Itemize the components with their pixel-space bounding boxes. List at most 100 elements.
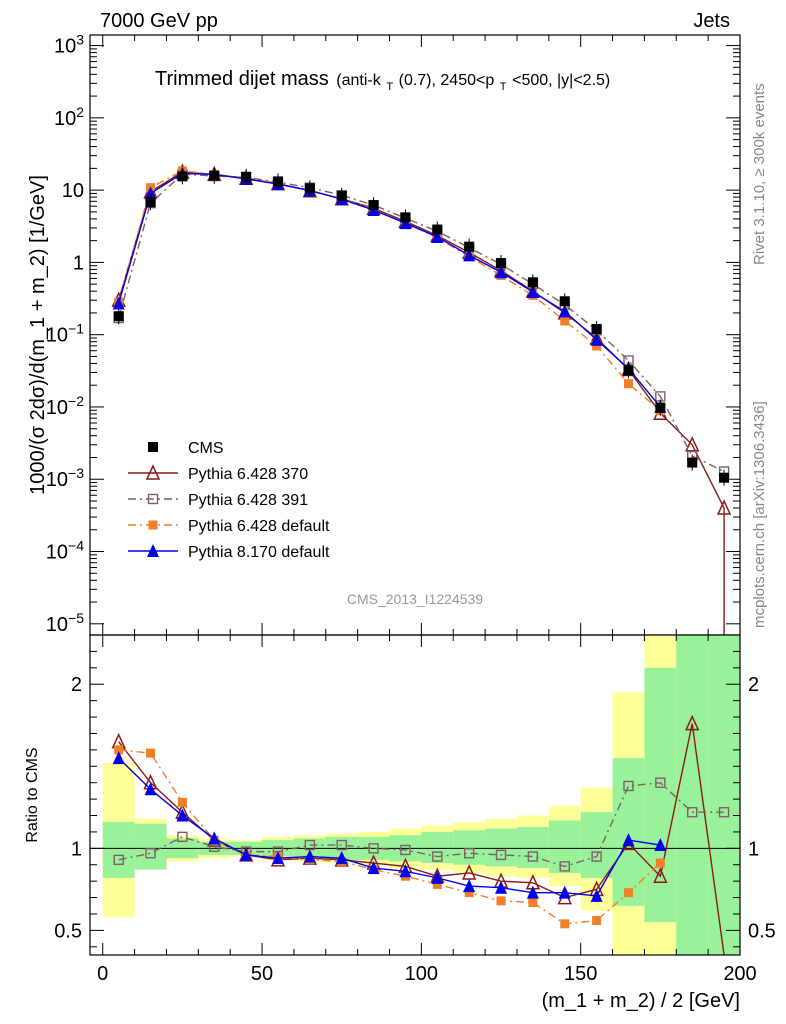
ratio-bands bbox=[102, 635, 740, 955]
ratio-point bbox=[399, 864, 412, 878]
ratio-point bbox=[528, 897, 538, 907]
ratio-point bbox=[654, 838, 667, 852]
ratio-point bbox=[655, 858, 665, 868]
chart-title-mid: (0.7), 2450<p bbox=[399, 72, 495, 89]
y-tick-label: 103 bbox=[54, 32, 84, 58]
ratio-point bbox=[208, 831, 221, 845]
ratio-tick-labels: 0.5 0.5 1 1 2 2 bbox=[54, 674, 776, 942]
series-point bbox=[144, 186, 157, 200]
data-point bbox=[623, 365, 634, 376]
series-point bbox=[558, 304, 571, 318]
ratio-y-axis-label: Ratio to CMS bbox=[24, 747, 41, 842]
stat-uncertainty-band bbox=[708, 635, 740, 955]
data-point bbox=[559, 296, 570, 307]
ratio-panel: 0.5 0.5 1 1 2 2 bbox=[54, 634, 776, 956]
legend-label: Pythia 8.170 default bbox=[188, 544, 330, 561]
ratio-point bbox=[177, 797, 187, 807]
ratio-point bbox=[623, 888, 633, 898]
legend: CMS Pythia 6.428 370 Pythia 6.428 391 Pythi… bbox=[128, 440, 330, 561]
chart-title-sub1: T bbox=[386, 81, 393, 93]
x-tick-label: 50 bbox=[251, 963, 273, 985]
ratio-point bbox=[271, 851, 284, 865]
ratio-tick-label-left: 2 bbox=[71, 674, 82, 696]
ratio-point bbox=[463, 848, 475, 859]
series-point bbox=[623, 379, 633, 389]
stat-uncertainty-band bbox=[644, 667, 677, 923]
ratio-point bbox=[495, 849, 507, 861]
ratio-point bbox=[622, 833, 635, 847]
ratio-series-layer bbox=[111, 714, 730, 956]
ratio-point bbox=[463, 879, 476, 893]
legend-marker-data bbox=[148, 442, 158, 452]
data-point bbox=[432, 224, 443, 235]
y-axis-label: 1000/(σ 2dσ)/d(m_1 + m_2) [1/GeV] bbox=[27, 175, 49, 495]
ratio-point bbox=[655, 777, 666, 788]
series-line bbox=[118, 172, 661, 408]
data-point bbox=[177, 171, 188, 182]
ratio-tick-label-right: 2 bbox=[748, 674, 759, 696]
ratio-point bbox=[718, 807, 730, 818]
ratio-point bbox=[176, 808, 189, 822]
x-tick-label: 0 bbox=[97, 963, 108, 985]
ratio-point bbox=[112, 751, 125, 765]
x-tick-label: 200 bbox=[723, 963, 756, 985]
ratio-frame bbox=[89, 634, 741, 956]
series-point bbox=[716, 499, 732, 515]
ratio-point bbox=[114, 745, 124, 755]
y-tick-label: 10 bbox=[62, 180, 84, 202]
series-line bbox=[118, 170, 661, 412]
ratio-point bbox=[146, 748, 156, 758]
y-tick-label: 10−3 bbox=[46, 465, 84, 491]
ratio-tick-label-right: 0.5 bbox=[748, 920, 776, 942]
legend-marker bbox=[147, 544, 159, 557]
ratio-point bbox=[335, 851, 348, 865]
data-point bbox=[209, 170, 220, 181]
chart-title-sub2: T bbox=[500, 81, 507, 93]
ratio-point bbox=[495, 880, 508, 894]
stat-uncertainty-band bbox=[102, 822, 135, 878]
series-point bbox=[592, 341, 602, 351]
ratio-point bbox=[560, 919, 570, 929]
series-point bbox=[112, 296, 125, 310]
legend-label: Pythia 6.428 391 bbox=[188, 492, 308, 509]
data-point bbox=[241, 171, 252, 182]
ratio-point bbox=[145, 848, 156, 859]
y-tick-label: 10−2 bbox=[46, 393, 84, 419]
ratio-point bbox=[461, 864, 477, 880]
data-point bbox=[527, 277, 538, 288]
data-point bbox=[145, 197, 156, 208]
ratio-point bbox=[336, 839, 347, 851]
ratio-point bbox=[558, 885, 571, 899]
series-point bbox=[590, 332, 603, 346]
ratio-point bbox=[303, 849, 316, 863]
y-tick-label: 10−5 bbox=[46, 610, 84, 636]
ratio-point bbox=[177, 831, 188, 843]
stat-uncertainty-band bbox=[612, 758, 645, 906]
data-point bbox=[655, 402, 666, 413]
watermark: CMS_2013_I1224539 bbox=[347, 591, 483, 607]
ratio-point bbox=[144, 782, 157, 796]
main-axis-ticks bbox=[90, 35, 741, 635]
main-series-layer bbox=[111, 163, 732, 635]
side-label-top: Rivet 3.1.10, ≥ 300k events bbox=[751, 83, 768, 265]
x-axis-label: (m_1 + m_2) / 2 [GeV] bbox=[542, 990, 740, 1012]
ratio-point bbox=[685, 714, 700, 731]
series-point bbox=[495, 265, 508, 279]
data-point bbox=[496, 258, 507, 269]
ratio-point bbox=[432, 879, 442, 889]
legend-label: Pythia 6.428 default bbox=[188, 518, 330, 535]
ratio-point bbox=[367, 861, 380, 875]
data-point bbox=[687, 457, 698, 468]
ratio-series-line bbox=[118, 781, 725, 868]
data-point bbox=[304, 183, 315, 194]
series-line bbox=[118, 171, 725, 635]
stat-uncertainty-band bbox=[676, 635, 709, 955]
main-panel: 10−5 10−4 10−3 10−2 10−1 1 10 102 103 Trimmed di… bbox=[46, 32, 741, 636]
ratio-point bbox=[590, 888, 603, 902]
ratio-point bbox=[653, 867, 668, 883]
data-point bbox=[591, 323, 602, 334]
y-tick-labels: 10−5 10−4 10−3 10−2 10−1 1 10 102 103 bbox=[46, 32, 84, 636]
y-tick-label: 10−4 bbox=[46, 538, 84, 564]
ratio-point bbox=[368, 843, 379, 854]
